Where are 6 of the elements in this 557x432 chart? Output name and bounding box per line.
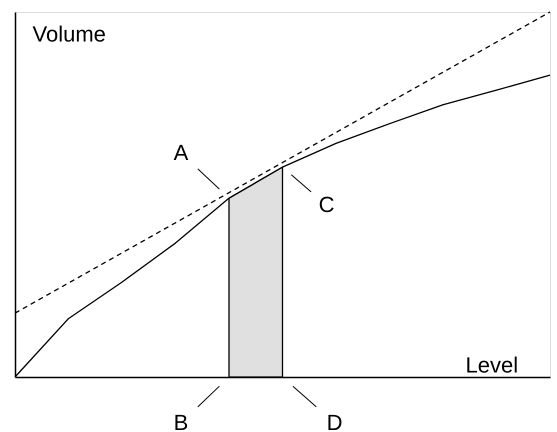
x-axis-title: Level bbox=[466, 352, 518, 378]
annotation: A bbox=[174, 140, 189, 166]
text: B bbox=[174, 410, 188, 432]
annotation: C bbox=[318, 192, 335, 218]
y-axis-title: Volume bbox=[32, 22, 106, 46]
text: D bbox=[326, 410, 342, 432]
